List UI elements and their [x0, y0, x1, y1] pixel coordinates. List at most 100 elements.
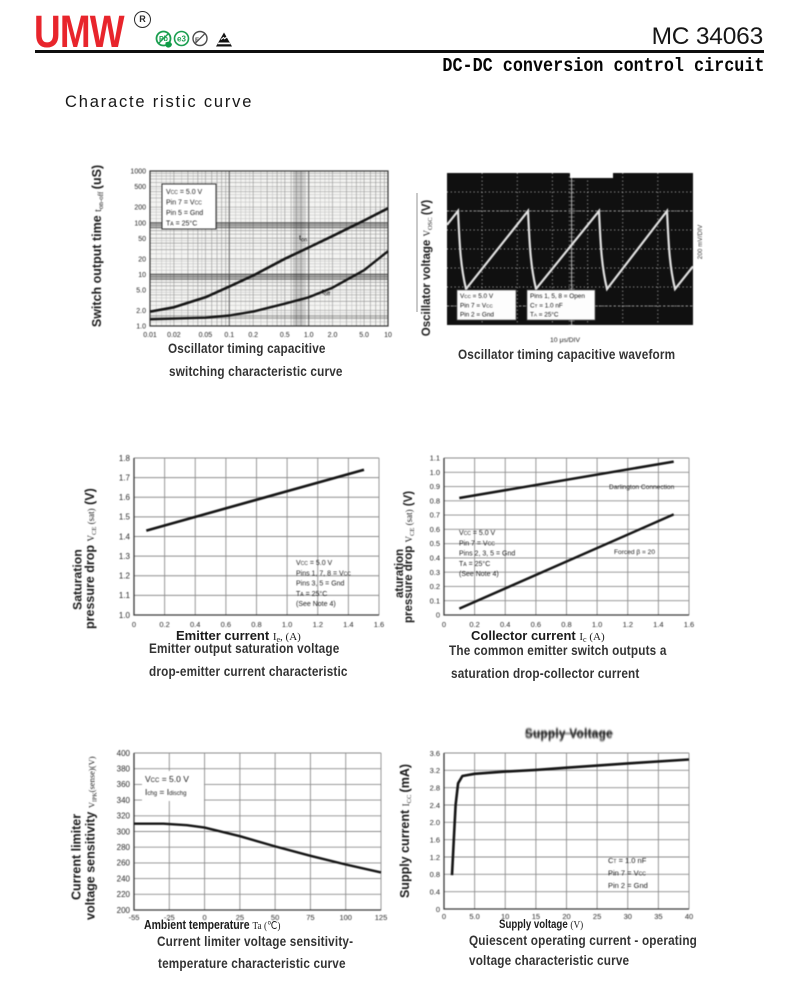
svg-text:0.4: 0.4 [430, 888, 440, 897]
svg-text:200: 200 [117, 906, 131, 915]
svg-text:0.02: 0.02 [167, 332, 181, 339]
svg-text:360: 360 [117, 780, 131, 789]
svg-text:400: 400 [117, 749, 131, 758]
svg-text:1.0: 1.0 [304, 332, 314, 339]
svg-text:1000: 1000 [130, 169, 146, 176]
svg-text:1.8: 1.8 [119, 454, 131, 463]
svg-text:Saturation: Saturation [71, 549, 85, 610]
svg-text:-55: -55 [129, 913, 140, 922]
svg-text:125: 125 [375, 913, 388, 922]
svg-text:0.7: 0.7 [430, 511, 440, 520]
svg-text:280: 280 [117, 843, 131, 852]
svg-text:2.0: 2.0 [136, 308, 146, 315]
svg-text:0.5: 0.5 [280, 332, 290, 339]
svg-text:Pin 7 = VCC: Pin 7 = VCC [166, 200, 202, 207]
svg-text:2.8: 2.8 [430, 784, 440, 793]
svg-text:1.6: 1.6 [430, 836, 440, 845]
svg-text:50: 50 [138, 236, 146, 243]
svg-text:0.3: 0.3 [430, 568, 440, 577]
svg-text:Pin 2 = Gnd: Pin 2 = Gnd [608, 881, 648, 890]
svg-text:15: 15 [532, 912, 540, 921]
svg-text:TA = 25°C: TA = 25°C [166, 220, 197, 228]
svg-text:aturation: aturation [394, 549, 406, 598]
svg-text:(See Note 4): (See Note 4) [459, 571, 499, 578]
svg-text:200: 200 [134, 205, 146, 212]
svg-text:Pin 7 = VCC: Pin 7 = VCC [460, 302, 493, 309]
svg-text:200 mV/DIV: 200 mV/DIV [697, 224, 704, 259]
svg-text:ton: ton [299, 233, 307, 244]
svg-text:1.4: 1.4 [653, 620, 663, 629]
svg-text:75: 75 [306, 913, 314, 922]
svg-text:2.4: 2.4 [430, 801, 440, 810]
svg-text:VCC = 5.0 V: VCC = 5.0 V [459, 530, 496, 537]
svg-text:0: 0 [203, 913, 207, 922]
svg-text:0.05: 0.05 [199, 332, 213, 339]
svg-text:Supply current ICC (mA): Supply current ICC (mA) [398, 764, 413, 898]
svg-text:1.0: 1.0 [119, 611, 131, 620]
svg-text:2.0: 2.0 [328, 332, 338, 339]
svg-text:Pb: Pb [159, 36, 168, 43]
svg-text:10: 10 [138, 272, 146, 279]
svg-text:260: 260 [117, 859, 131, 868]
svg-text:TA = 25°C: TA = 25°C [459, 560, 490, 568]
svg-text:30: 30 [624, 912, 632, 921]
svg-text:1.0: 1.0 [282, 620, 292, 629]
svg-text:-25: -25 [164, 913, 175, 922]
svg-text:0.4: 0.4 [430, 554, 440, 563]
svg-text:toff: toff [322, 287, 331, 298]
svg-text:(See Note 4): (See Note 4) [296, 601, 336, 608]
svg-text:35: 35 [654, 912, 662, 921]
svg-text:Pin 7 = VCC: Pin 7 = VCC [608, 869, 646, 878]
svg-text:320: 320 [117, 812, 131, 821]
svg-text:10: 10 [384, 332, 392, 339]
svg-text:Ichg = Idischg: Ichg = Idischg [145, 787, 186, 797]
svg-text:TA = 25°C: TA = 25°C [296, 590, 327, 598]
svg-text:0: 0 [132, 620, 136, 629]
svg-text:1.6: 1.6 [374, 620, 384, 629]
svg-text:1.4: 1.4 [343, 620, 353, 629]
svg-text:CT = 1.0 nF: CT = 1.0 nF [608, 856, 647, 865]
svg-text:1.3: 1.3 [119, 552, 131, 561]
svg-text:1.2: 1.2 [623, 620, 633, 629]
svg-text:0.4: 0.4 [500, 620, 510, 629]
svg-text:10: 10 [501, 912, 509, 921]
svg-text:0.8: 0.8 [561, 620, 571, 629]
svg-text:1.2: 1.2 [119, 572, 131, 581]
svg-text:VCC = 5.0 V: VCC = 5.0 V [166, 189, 203, 196]
svg-text:Current limiter: Current limiter [70, 814, 84, 900]
svg-text:TA = 25°C: TA = 25°C [530, 311, 559, 319]
svg-text:Pins 1, 7, 8 = VCC: Pins 1, 7, 8 = VCC [296, 570, 351, 577]
svg-text:3.2: 3.2 [430, 766, 440, 775]
svg-text:1.2: 1.2 [430, 853, 440, 862]
svg-text:0.5: 0.5 [430, 539, 440, 548]
svg-text:20: 20 [138, 256, 146, 263]
svg-text:0.01: 0.01 [143, 332, 157, 339]
svg-text:1.6: 1.6 [684, 620, 694, 629]
svg-text:1.5: 1.5 [119, 513, 131, 522]
svg-text:Darlington Connection: Darlington Connection [609, 484, 675, 491]
svg-text:5.0: 5.0 [359, 332, 369, 339]
svg-text:1.2: 1.2 [313, 620, 323, 629]
svg-text:50: 50 [271, 913, 279, 922]
svg-text:0.1: 0.1 [224, 332, 234, 339]
svg-text:Oscillator voltage VOSC (V): Oscillator voltage VOSC (V) [421, 200, 434, 337]
svg-text:0.2: 0.2 [159, 620, 169, 629]
svg-text:500: 500 [134, 184, 146, 191]
svg-text:1.7: 1.7 [119, 473, 131, 482]
svg-text:2.0: 2.0 [430, 818, 440, 827]
svg-text:Pins 2, 3, 5 = Gnd: Pins 2, 3, 5 = Gnd [459, 551, 515, 558]
svg-text:Pins 3, 5 = Gnd: Pins 3, 5 = Gnd [296, 581, 345, 588]
svg-text:220: 220 [117, 890, 131, 899]
svg-text:e3: e3 [177, 35, 186, 44]
svg-text:VCC = 5.0 V: VCC = 5.0 V [460, 293, 494, 300]
svg-text:Pin 7 = VCC: Pin 7 = VCC [459, 540, 495, 547]
svg-text:0.2: 0.2 [248, 332, 258, 339]
svg-text:380: 380 [117, 765, 131, 774]
svg-text:1.4: 1.4 [119, 532, 131, 541]
svg-text:1.0: 1.0 [430, 468, 440, 477]
svg-text:1.1: 1.1 [119, 591, 131, 600]
svg-text:0: 0 [436, 905, 440, 914]
svg-text:240: 240 [117, 874, 131, 883]
svg-text:0.6: 0.6 [221, 620, 231, 629]
svg-text:Forced β = 20: Forced β = 20 [614, 549, 655, 556]
